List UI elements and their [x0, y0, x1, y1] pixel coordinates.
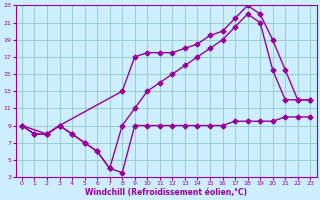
X-axis label: Windchill (Refroidissement éolien,°C): Windchill (Refroidissement éolien,°C) — [85, 188, 247, 197]
